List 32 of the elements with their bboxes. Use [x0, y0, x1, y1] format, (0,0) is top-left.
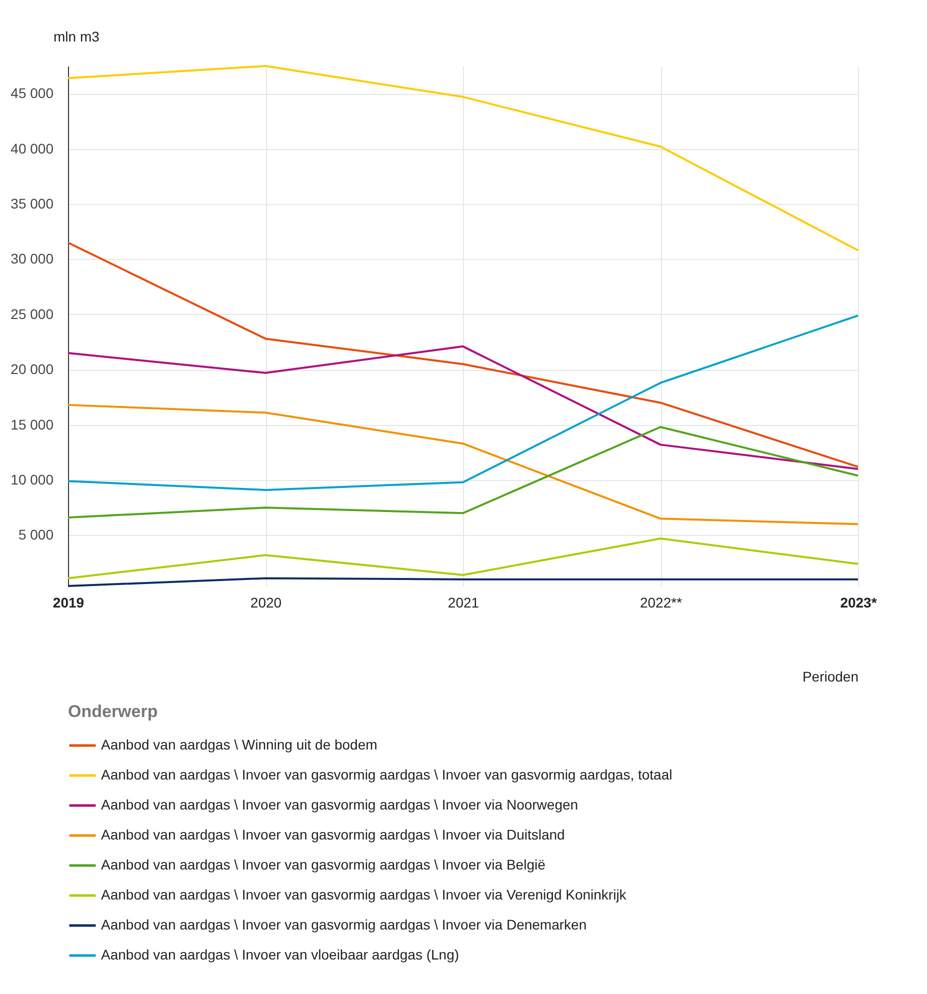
legend-label: Aanbod van aardgas \ Invoer van gasvormig aardgas \ Invoer via Denemarken — [101, 916, 587, 932]
x-tick-label: 2020 — [250, 594, 282, 610]
x-tick-label: 2021 — [448, 594, 480, 610]
legend-label: Aanbod van aardgas \ Invoer van gasvormig aardgas \ Invoer van gasvormig aardgas, totaal — [101, 766, 672, 782]
y-tick-label: 15 000 — [10, 416, 54, 432]
y-tick-label: 5 000 — [18, 526, 54, 543]
x-tick-label: 2022** — [640, 594, 683, 610]
x-tick-label: 2023* — [840, 594, 878, 610]
line-series — [67, 538, 859, 580]
x-axis-title: Perioden — [802, 668, 858, 684]
y-tick-label: 10 000 — [10, 472, 54, 488]
y-tick-label: 40 000 — [10, 140, 54, 156]
line-series — [67, 345, 859, 470]
line-series — [67, 65, 859, 252]
legend-label: Aanbod van aardgas \ Invoer van gasvormig aardgas \ Invoer via België — [101, 856, 546, 872]
y-axis-title: mln m3 — [54, 28, 100, 44]
legend-label: Aanbod van aardgas \ Invoer van vloeibaar aardgas (Lng) — [101, 946, 460, 962]
legend-label: Aanbod van aardgas \ Invoer van gasvormig aardgas \ Invoer via Verenigd Koninkrijk — [101, 886, 628, 902]
line-series — [67, 242, 859, 468]
y-tick-label: 35 000 — [10, 196, 54, 212]
y-tick-label: 25 000 — [10, 306, 54, 322]
y-tick-label: 30 000 — [10, 250, 54, 267]
line-series — [67, 404, 859, 526]
legend-label: Aanbod van aardgas \ Invoer van gasvormig aardgas \ Invoer via Duitsland — [101, 826, 565, 842]
legend-label: Aanbod van aardgas \ Winning uit de bodem — [101, 736, 378, 752]
legend-title: Onderwerp — [68, 702, 158, 721]
x-tick-label: 2019 — [52, 594, 84, 610]
line-series — [67, 426, 859, 519]
legend-label: Aanbod van aardgas \ Invoer van gasvormig aardgas \ Invoer via Noorwegen — [101, 796, 578, 812]
y-tick-label: 45 000 — [10, 85, 54, 102]
y-tick-label: 20 000 — [10, 361, 54, 378]
line-series — [67, 314, 859, 491]
